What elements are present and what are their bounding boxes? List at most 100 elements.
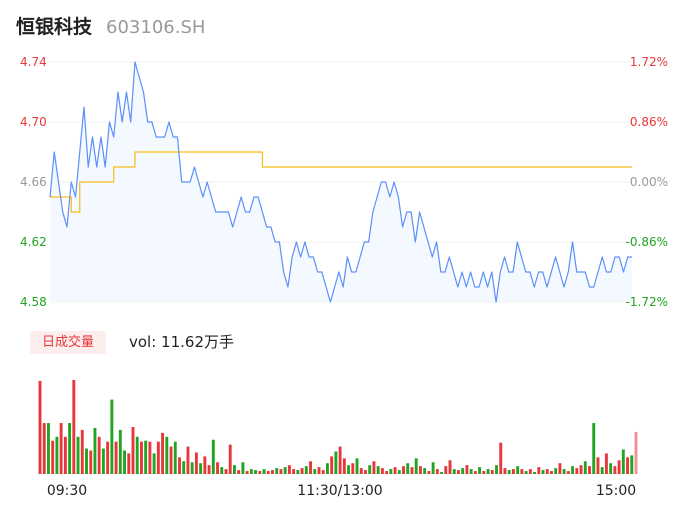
volume-bar bbox=[254, 470, 258, 474]
volume-bar bbox=[634, 431, 638, 474]
time-tick-label: 11:30/13:00 bbox=[297, 483, 382, 499]
volume-bar bbox=[427, 471, 431, 474]
volume-bar bbox=[283, 467, 287, 474]
volume-bar bbox=[80, 429, 84, 474]
volume-bar bbox=[228, 444, 232, 474]
volume-bar bbox=[232, 465, 236, 474]
volume-bar bbox=[600, 467, 604, 474]
volume-bar bbox=[423, 468, 427, 474]
volume-bar bbox=[266, 471, 270, 474]
volume-bar bbox=[42, 423, 46, 474]
price-tick-label: 4.58 bbox=[20, 295, 47, 309]
volume-bar bbox=[583, 461, 587, 474]
volume-bar bbox=[478, 467, 482, 474]
volume-bar bbox=[490, 470, 494, 474]
volume-bars bbox=[38, 380, 638, 474]
volume-bar bbox=[317, 467, 321, 474]
volume-bar bbox=[528, 469, 532, 474]
volume-bar bbox=[321, 470, 325, 474]
volume-bar bbox=[216, 462, 219, 474]
volume-bar bbox=[588, 466, 591, 474]
volume-bar bbox=[621, 449, 625, 474]
volume-bar bbox=[55, 436, 59, 474]
volume-bar bbox=[389, 469, 393, 474]
volume-bar bbox=[173, 441, 177, 474]
volume-bar bbox=[579, 465, 583, 474]
volume-bar bbox=[123, 450, 126, 474]
volume-bar bbox=[380, 468, 384, 474]
volume-bar bbox=[296, 470, 300, 474]
volume-bar bbox=[186, 446, 190, 474]
time-axis: 09:30 11:30/13:00 15:00 bbox=[47, 483, 636, 499]
volume-bar bbox=[76, 436, 80, 474]
volume-bar bbox=[38, 380, 42, 474]
time-tick-label: 15:00 bbox=[596, 483, 636, 499]
volume-bar bbox=[347, 465, 351, 474]
volume-bar bbox=[89, 450, 93, 474]
volume-bar bbox=[342, 458, 346, 474]
volume-bar bbox=[524, 471, 528, 474]
volume-bar bbox=[139, 441, 143, 474]
volume-bar bbox=[596, 457, 600, 474]
volume-bar bbox=[161, 432, 165, 474]
volume-bar bbox=[165, 436, 169, 474]
volume-bar bbox=[385, 471, 389, 474]
volume-bar bbox=[604, 453, 608, 474]
volume-bar bbox=[241, 462, 245, 474]
volume-bar bbox=[414, 458, 418, 474]
volume-bar bbox=[351, 463, 355, 474]
volume-bar bbox=[558, 463, 562, 474]
price-axis: 4.74 4.70 4.66 4.62 4.58 bbox=[20, 55, 47, 309]
volume-bar bbox=[452, 469, 456, 474]
volume-bar bbox=[224, 469, 228, 474]
volume-bar bbox=[457, 470, 460, 474]
volume-bar bbox=[465, 465, 469, 474]
volume-bar bbox=[545, 469, 549, 474]
volume-bar bbox=[68, 423, 72, 474]
volume-tab[interactable]: 日成交量 bbox=[30, 331, 107, 354]
volume-bar bbox=[292, 469, 296, 474]
volume-bar bbox=[516, 466, 520, 474]
volume-bar bbox=[402, 466, 405, 474]
volume-bar bbox=[300, 468, 304, 474]
stock-code: 603106.SH bbox=[106, 17, 206, 38]
stock-header: 恒银科技 603106.SH bbox=[16, 12, 205, 40]
volume-bar bbox=[194, 452, 198, 474]
volume-bar bbox=[482, 471, 486, 474]
percent-tick-label: 1.72% bbox=[630, 55, 668, 69]
volume-bar bbox=[461, 468, 465, 474]
volume-bar bbox=[435, 469, 439, 474]
volume-bar bbox=[431, 462, 435, 474]
volume-bar bbox=[507, 470, 511, 474]
volume-bar bbox=[144, 440, 148, 474]
volume-bar bbox=[444, 466, 448, 474]
volume-bar bbox=[393, 467, 397, 474]
volume-bar bbox=[207, 465, 211, 474]
volume-bar bbox=[110, 399, 114, 474]
volume-bar bbox=[541, 470, 545, 474]
volume-bar bbox=[368, 465, 372, 474]
price-area bbox=[50, 62, 632, 302]
price-line bbox=[49, 61, 632, 303]
volume-bar bbox=[418, 466, 422, 474]
time-tick-label: 09:30 bbox=[47, 483, 87, 499]
volume-bar bbox=[178, 457, 181, 474]
volume-bar bbox=[533, 472, 537, 474]
volume-bar bbox=[592, 423, 596, 474]
volume-bar bbox=[575, 468, 579, 474]
volume-bar bbox=[406, 463, 410, 474]
price-tick-label: 4.74 bbox=[20, 55, 47, 69]
average-line bbox=[50, 151, 632, 213]
volume-bar bbox=[182, 461, 186, 474]
volume-bar bbox=[338, 446, 342, 474]
price-tick-label: 4.66 bbox=[20, 175, 47, 189]
volume-bar bbox=[249, 469, 253, 474]
volume-bar bbox=[520, 469, 524, 474]
volume-bar bbox=[325, 463, 329, 474]
volume-bar bbox=[148, 441, 152, 474]
percent-tick-label: 0.00% bbox=[630, 175, 668, 189]
volume-bar bbox=[410, 467, 414, 474]
price-tick-label: 4.70 bbox=[20, 115, 47, 129]
volume-bar bbox=[72, 380, 76, 474]
volume-bar bbox=[537, 467, 541, 474]
